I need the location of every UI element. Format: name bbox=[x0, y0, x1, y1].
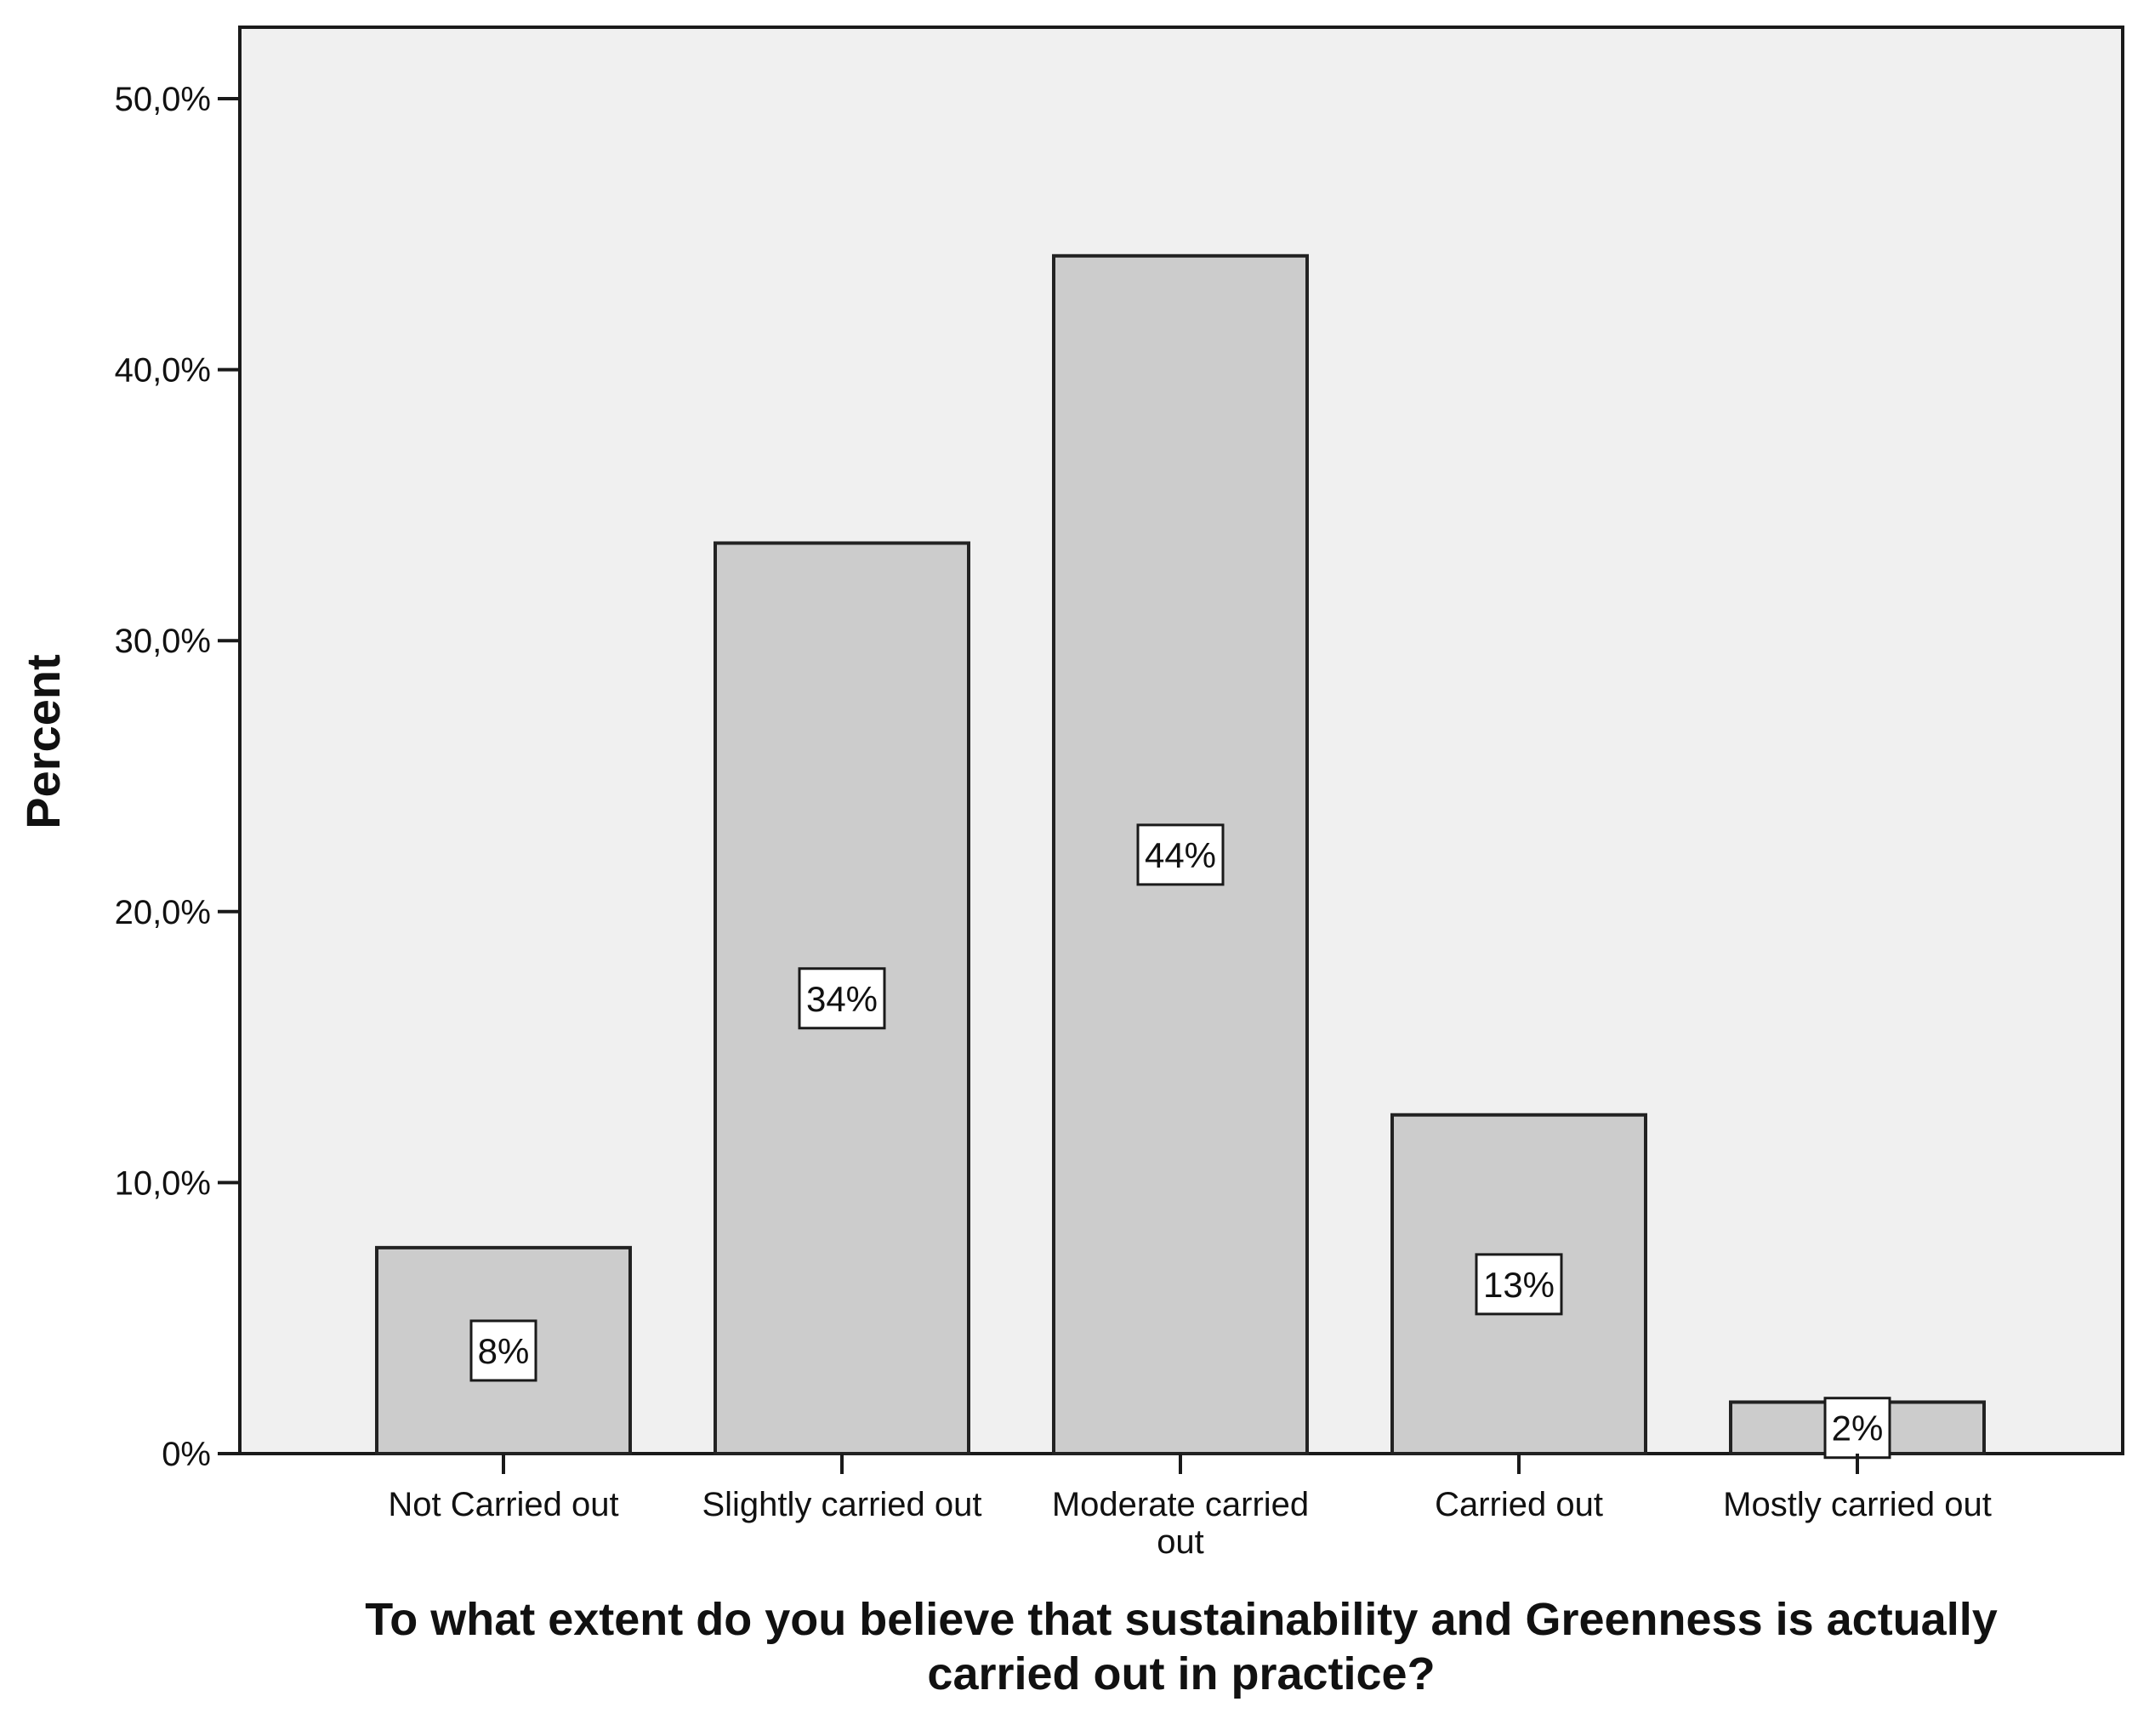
y-tick-label: 0% bbox=[162, 1436, 211, 1473]
x-tick-label: Mostly carried out bbox=[1723, 1486, 1992, 1523]
x-tick-label: Slightly carried out bbox=[702, 1486, 981, 1523]
x-tick-label: Carried out bbox=[1435, 1486, 1603, 1523]
y-tick-label: 20,0% bbox=[115, 894, 211, 931]
data-label: 2% bbox=[1832, 1409, 1884, 1449]
y-tick-label: 50,0% bbox=[115, 81, 211, 118]
data-label-box bbox=[1136, 823, 1225, 886]
y-tick-label: 40,0% bbox=[115, 352, 211, 390]
data-label-box bbox=[1475, 1253, 1563, 1316]
data-label: 44% bbox=[1145, 835, 1216, 875]
data-label-box bbox=[469, 1319, 537, 1382]
data-label: 13% bbox=[1483, 1265, 1555, 1305]
data-label-box bbox=[1823, 1397, 1891, 1460]
data-label-box bbox=[798, 967, 886, 1030]
x-axis-title-cont: carried out in practice? bbox=[927, 1648, 1435, 1699]
x-tick-label: Not Carried out bbox=[388, 1486, 618, 1523]
x-axis-title: To what extent do you believe that susta… bbox=[365, 1594, 1998, 1645]
x-tick-label-cont: out bbox=[1157, 1523, 1204, 1561]
data-label: 34% bbox=[806, 979, 878, 1019]
y-tick-label: 10,0% bbox=[115, 1164, 211, 1202]
y-axis-title: Percent bbox=[16, 654, 70, 828]
y-tick-label: 30,0% bbox=[115, 623, 211, 660]
data-label: 8% bbox=[478, 1331, 530, 1371]
x-tick-label: Moderate carried bbox=[1052, 1486, 1309, 1523]
